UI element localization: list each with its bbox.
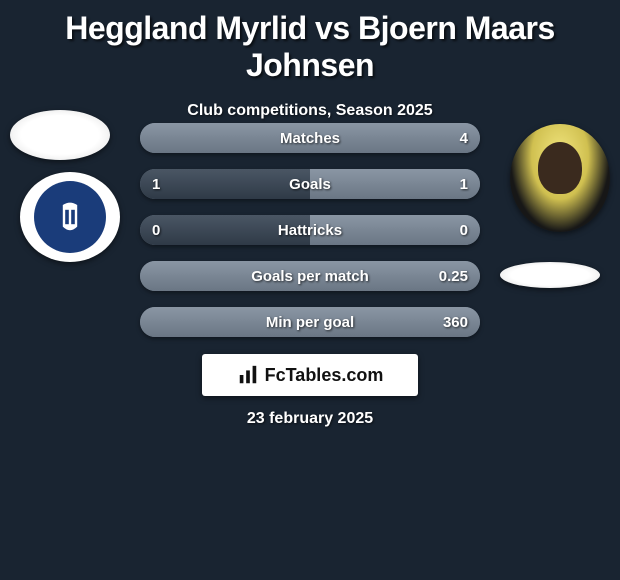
stat-row-hattricks: 0 Hattricks 0 bbox=[140, 215, 480, 245]
stat-label: Min per goal bbox=[140, 307, 480, 337]
player2-club-placeholder bbox=[500, 262, 600, 288]
bar-chart-icon bbox=[237, 364, 259, 386]
stat-label: Hattricks bbox=[140, 215, 480, 245]
comparison-card: Heggland Myrlid vs Bjoern Maars Johnsen … bbox=[0, 0, 620, 580]
stat-row-min-per-goal: Min per goal 360 bbox=[140, 307, 480, 337]
stat-right-value: 1 bbox=[460, 169, 468, 199]
club-badge-inner bbox=[34, 181, 106, 253]
stat-bars: Matches 4 1 Goals 1 0 Hattricks 0 Goals … bbox=[140, 123, 480, 353]
stat-label: Goals per match bbox=[140, 261, 480, 291]
stat-row-goals-per-match: Goals per match 0.25 bbox=[140, 261, 480, 291]
stat-row-goals: 1 Goals 1 bbox=[140, 169, 480, 199]
stat-right-value: 0 bbox=[460, 215, 468, 245]
brand-text: FcTables.com bbox=[265, 365, 384, 386]
card-date: 23 february 2025 bbox=[0, 410, 620, 428]
club-crest-icon bbox=[46, 193, 94, 241]
stat-right-value: 0.25 bbox=[439, 261, 468, 291]
stat-label: Matches bbox=[140, 123, 480, 153]
player1-avatar-placeholder bbox=[10, 110, 110, 160]
card-title: Heggland Myrlid vs Bjoern Maars Johnsen bbox=[0, 0, 620, 84]
player2-avatar bbox=[510, 124, 610, 232]
stat-label: Goals bbox=[140, 169, 480, 199]
stat-right-value: 360 bbox=[443, 307, 468, 337]
player1-club-badge bbox=[20, 172, 120, 262]
stat-row-matches: Matches 4 bbox=[140, 123, 480, 153]
brand-badge: FcTables.com bbox=[202, 354, 418, 396]
stat-right-value: 4 bbox=[460, 123, 468, 153]
